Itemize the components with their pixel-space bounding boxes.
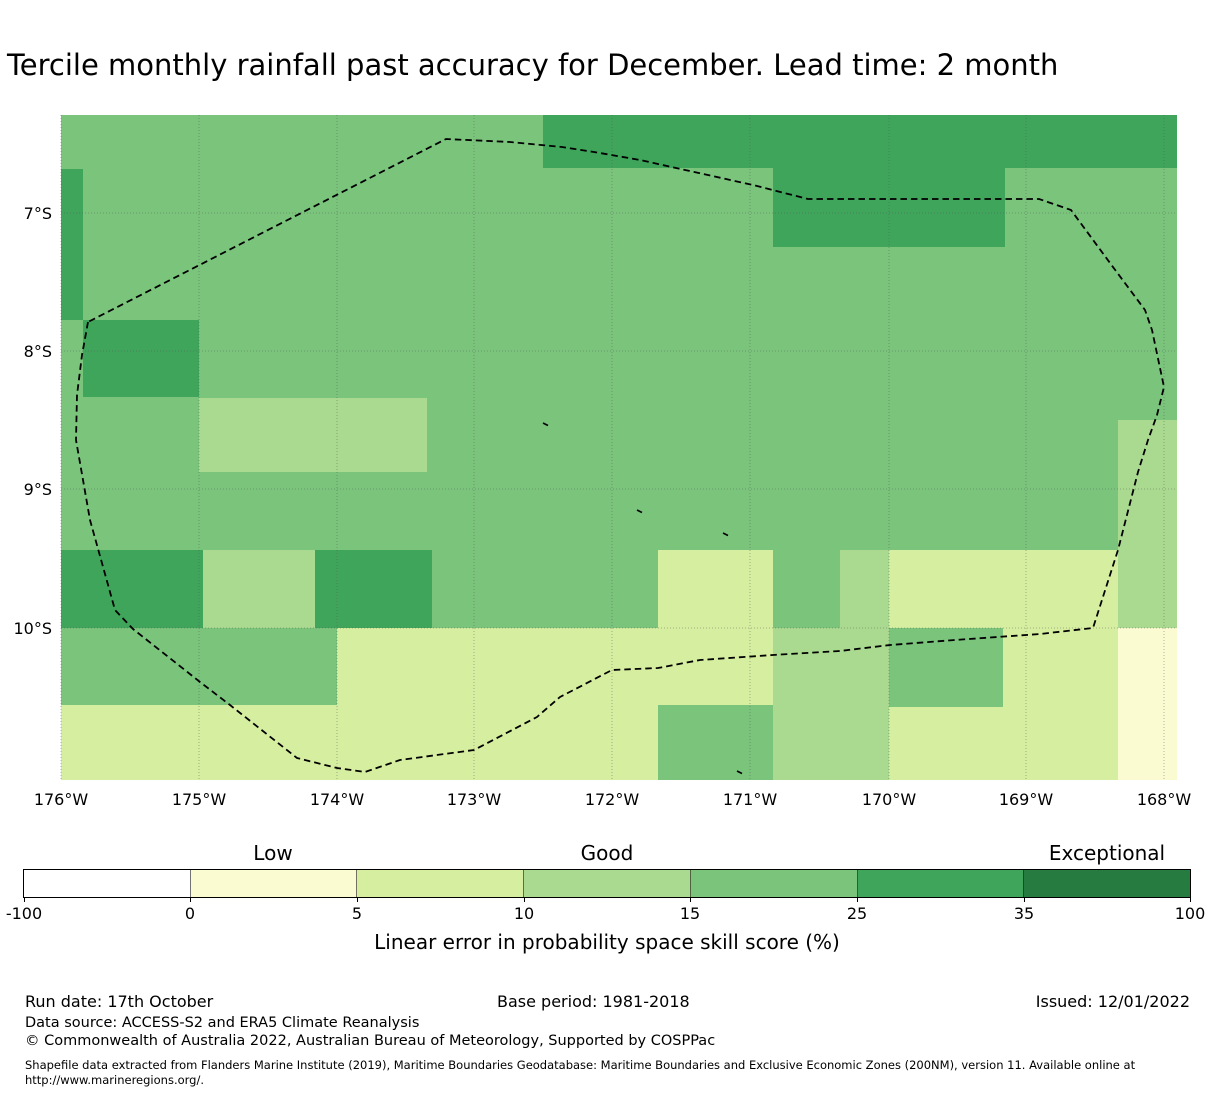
grid-cell	[658, 550, 773, 705]
grid-cell	[83, 320, 199, 397]
chart-title: Tercile monthly rainfall past accuracy f…	[7, 48, 1059, 82]
grid-cell	[773, 628, 889, 780]
grid-cell	[1118, 628, 1177, 780]
eez-boundary-line	[75, 138, 1165, 773]
island-mark	[542, 422, 549, 427]
base-period-text: Base period: 1981-2018	[497, 992, 690, 1011]
grid-cell	[315, 550, 432, 628]
island-mark	[722, 532, 729, 537]
longitude-tick-label: 172°W	[585, 790, 640, 809]
island-mark	[636, 509, 643, 514]
run-date-text: Run date: 17th October	[25, 992, 214, 1011]
grid-cell	[203, 550, 315, 628]
shapefile-note-line1: Shapefile data extracted from Flanders M…	[25, 1058, 1136, 1072]
grid-cell	[1003, 628, 1118, 780]
grid-cell	[889, 707, 1003, 780]
longitude-tick-label: 169°W	[999, 790, 1054, 809]
grid-cell	[889, 550, 1118, 628]
longitude-tick-label: 174°W	[310, 790, 365, 809]
latitude-tick-label: 9°S	[24, 480, 52, 499]
grid-cell	[199, 398, 427, 472]
longitude-tick-label: 175°W	[172, 790, 227, 809]
island-mark	[736, 770, 743, 775]
data-source-text: Data source: ACCESS-S2 and ERA5 Climate …	[25, 1015, 420, 1031]
latitude-tick-label: 7°S	[24, 204, 52, 223]
grid-cell	[61, 550, 203, 628]
longitude-tick-label: 173°W	[447, 790, 502, 809]
copyright-text: © Commonwealth of Australia 2022, Austra…	[25, 1033, 716, 1049]
latitude-tick-label: 10°S	[13, 619, 52, 638]
longitude-tick-label: 168°W	[1137, 790, 1192, 809]
longitude-tick-label: 176°W	[34, 790, 89, 809]
grid-cell	[337, 628, 658, 780]
grid-cell	[1118, 420, 1177, 628]
shapefile-note-line2: http://www.marineregions.org/.	[25, 1073, 204, 1087]
issued-date-text: Issued: 12/01/2022	[1035, 992, 1190, 1011]
latitude-tick-label: 8°S	[24, 342, 52, 361]
longitude-tick-label: 170°W	[862, 790, 917, 809]
longitude-tick-label: 171°W	[723, 790, 778, 809]
grid-cell	[61, 169, 83, 320]
grid-cell	[840, 550, 889, 628]
